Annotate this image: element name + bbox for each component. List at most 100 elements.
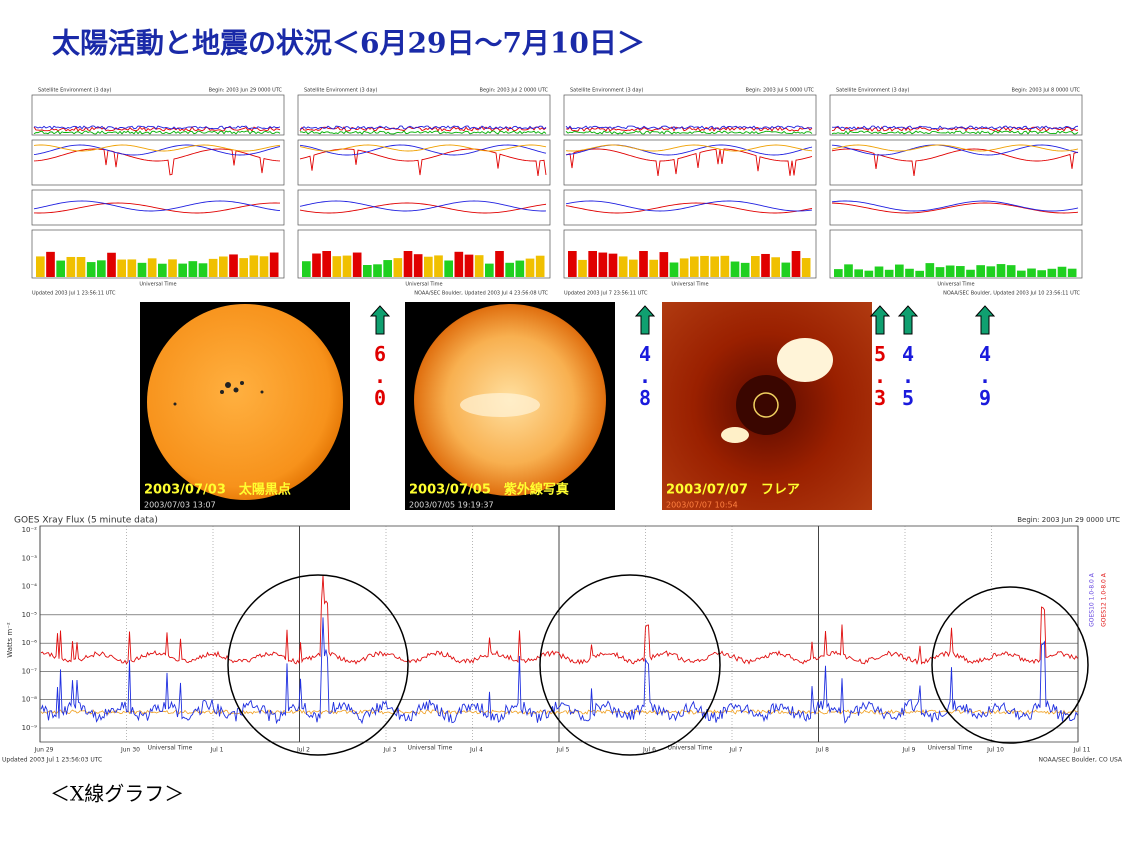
y-tick-label: 10⁻⁹ — [22, 724, 38, 732]
panel-header: Satellite Environment (3 day) — [304, 88, 378, 94]
xray-header: GOES Xray Flux (5 minute data) — [14, 516, 158, 526]
decorative-bar — [568, 251, 577, 277]
panel-frame — [563, 139, 817, 186]
decorative-bar — [373, 264, 382, 277]
decorative-trace — [565, 144, 813, 152]
decorative-bar — [966, 269, 975, 277]
x-tick-label: Jul 3 — [383, 747, 397, 754]
decorative-bar — [1006, 265, 1016, 277]
decorative-trace — [33, 130, 281, 135]
decorative-trace — [33, 202, 281, 214]
decorative-bar — [302, 261, 311, 277]
decorative-bar — [259, 256, 269, 277]
panel-frame — [297, 139, 551, 186]
decorative-bar — [751, 256, 760, 277]
decorative-trace — [299, 126, 547, 132]
photo-timestamp: 2003/07/03 13:07 — [144, 501, 216, 510]
legend-label: GOES10 1.0-8.0 A — [1089, 572, 1096, 627]
decorative-bar — [629, 259, 638, 277]
panel-updated: NOAA/SEC Boulder, Updated 2003 Jul 4 23:… — [414, 291, 548, 297]
decorative-bar — [598, 252, 608, 277]
decorative-bar — [239, 258, 248, 277]
decorative-bar — [454, 251, 464, 277]
panel-axis-label: Universal Time — [671, 282, 708, 288]
decorative-trace — [33, 144, 281, 152]
decorative-bar — [956, 266, 965, 277]
sun-outline — [753, 392, 779, 418]
panel-frame — [31, 189, 285, 226]
decorative-bar — [97, 260, 106, 277]
decorative-bar — [895, 264, 904, 277]
decorative-bar — [332, 256, 342, 277]
x-axis-label: Universal Time — [148, 745, 193, 752]
decorative-bar — [679, 258, 689, 277]
decorative-trace — [831, 130, 1079, 135]
decorative-trace — [831, 200, 1079, 212]
quake-magnitude: 5.3 — [868, 342, 892, 408]
decorative-bar — [56, 260, 65, 277]
decorative-bar — [884, 269, 894, 277]
decorative-trace — [565, 125, 813, 130]
x-axis-label: Universal Time — [928, 745, 973, 752]
panel-frame — [297, 229, 551, 279]
panel-begin: Begin: 2003 Jul 5 0000 UTC — [746, 88, 815, 94]
decorative-bar — [168, 259, 177, 277]
decorative-trace — [565, 200, 813, 212]
decorative-bar — [1037, 270, 1046, 277]
decorative-trace — [40, 617, 1078, 725]
decorative-bar — [485, 263, 494, 277]
decorative-bar — [127, 259, 137, 277]
panel-axis-label: Universal Time — [405, 282, 442, 288]
decorative-bar — [740, 262, 750, 277]
decorative-trace — [565, 130, 813, 135]
arrow-icon — [369, 305, 391, 335]
panel-updated: NOAA/SEC Boulder, Updated 2003 Jul 10 23… — [943, 291, 1080, 297]
decorative-bar — [781, 262, 791, 277]
panel-updated: Updated 2003 Jul 7 23:56:11 UTC — [564, 291, 648, 297]
x-tick-label: Jul 9 — [902, 747, 916, 754]
decorative-bar — [383, 260, 392, 277]
y-tick-label: 10⁻⁵ — [22, 611, 38, 619]
decorative-trace — [565, 126, 813, 132]
decorative-bar — [424, 256, 433, 277]
decorative-bar — [188, 261, 198, 277]
decorative-bar — [639, 251, 648, 277]
decorative-bar — [535, 255, 545, 277]
x-tick-label: Jul 8 — [815, 747, 829, 754]
decorative-bar — [76, 257, 86, 277]
decorative-trace — [40, 575, 1078, 665]
decorative-trace — [299, 130, 547, 135]
x-tick-label: Jul 1 — [210, 747, 224, 754]
x-tick-label: Jul 5 — [556, 747, 570, 754]
decorative-trace — [40, 709, 1078, 715]
decorative-bar — [649, 259, 658, 277]
decorative-trace — [831, 148, 1079, 176]
decorative-trace — [299, 148, 547, 176]
decorative-trace — [299, 200, 547, 212]
decorative-bar — [801, 258, 811, 277]
panel-frame — [563, 94, 817, 136]
decorative-bar — [464, 254, 474, 277]
decorative-bar — [413, 254, 423, 277]
decorative-bar — [874, 266, 884, 277]
decorative-bar — [986, 266, 996, 277]
decorative-bar — [474, 255, 484, 277]
decorative-bar — [208, 258, 218, 277]
sunspots — [173, 381, 264, 406]
y-tick-label: 10⁻³ — [22, 554, 38, 562]
decorative-trace — [831, 144, 1079, 156]
decorative-trace — [33, 200, 281, 212]
panel-frame — [829, 139, 1083, 186]
occulter — [736, 375, 796, 435]
decorative-bar — [36, 256, 45, 277]
decorative-bar — [147, 258, 157, 277]
panel-frame — [31, 229, 285, 279]
decorative-bar — [905, 268, 914, 277]
panel-axis-label: Universal Time — [139, 282, 176, 288]
decorative-bar — [117, 259, 126, 277]
arrow-icon — [634, 305, 656, 335]
decorative-bar — [730, 261, 740, 277]
decorative-bar — [352, 252, 362, 277]
